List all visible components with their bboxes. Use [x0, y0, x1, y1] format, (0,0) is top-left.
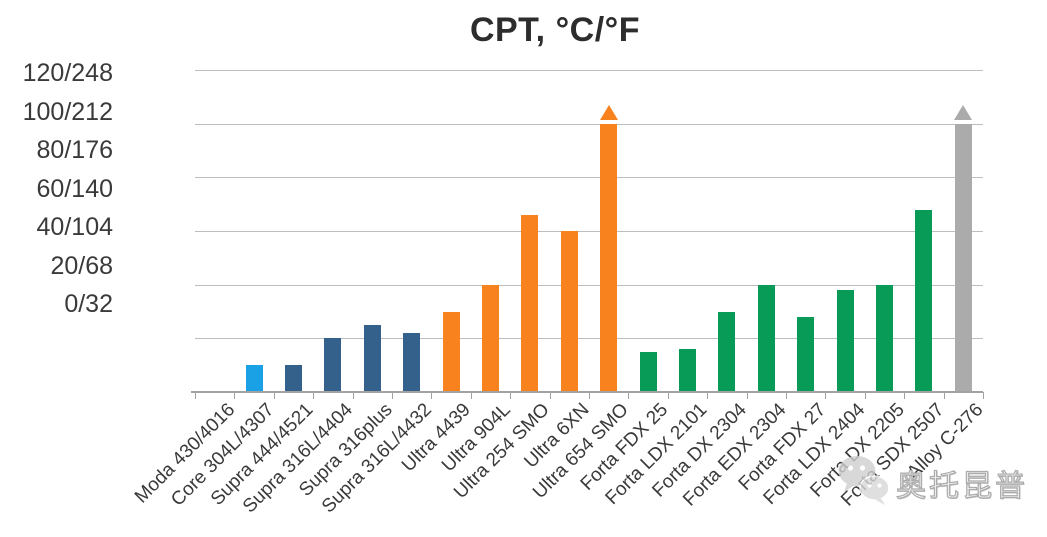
bar-forta-fdx-25 — [639, 351, 657, 392]
y-label-40: 40/104 — [36, 213, 113, 241]
gridline-80 — [195, 177, 983, 179]
overflow-arrow-icon — [599, 104, 618, 120]
bar-core-304l-4307 — [245, 365, 263, 392]
bar-supra-316plus — [363, 324, 381, 392]
bar-supra-316l-4432 — [403, 332, 421, 392]
axis-tick — [628, 392, 630, 399]
y-label-80: 80/176 — [36, 136, 113, 164]
axis-tick — [667, 392, 669, 399]
bar-forta-sdx-2507 — [915, 209, 933, 392]
bar-forta-fdx-27 — [797, 316, 815, 392]
gridline-20 — [195, 338, 983, 340]
overflow-arrow-icon — [954, 104, 973, 120]
y-label-120: 120/248 — [22, 59, 113, 87]
axis-tick — [195, 392, 196, 399]
y-label-100: 100/212 — [22, 97, 113, 126]
axis-tick — [273, 392, 275, 399]
axis-tick — [470, 392, 472, 399]
gridline-100 — [195, 123, 983, 125]
axis-tick — [707, 392, 709, 399]
axis-tick — [904, 392, 906, 399]
bar-ultra-6xn — [560, 231, 578, 392]
gridline-60 — [195, 231, 983, 232]
bar-ultra-4439 — [442, 311, 460, 392]
bar-forta-dx-2205 — [876, 284, 893, 392]
watermark-text: 奥托昆普 — [895, 468, 1028, 504]
wechat-icon — [836, 454, 892, 511]
watermark: 奥托昆普 — [836, 454, 1028, 511]
x-axis-line — [191, 391, 983, 393]
axis-tick — [589, 392, 590, 399]
gridline-120 — [195, 70, 983, 71]
bar-ultra-904l — [482, 284, 499, 392]
bar-ultra-254-smo — [521, 214, 539, 392]
axis-tick — [983, 392, 984, 399]
chart-title: CPT, °C/°F — [469, 11, 641, 49]
axis-tick — [864, 392, 866, 399]
gridline-40 — [195, 284, 983, 286]
y-label-20: 20/68 — [50, 251, 113, 280]
bar-forta-edx-2304 — [757, 284, 775, 392]
bar-supra-316l-4404 — [324, 338, 342, 392]
axis-tick — [943, 392, 945, 399]
axis-tick — [549, 392, 551, 399]
axis-tick — [392, 392, 393, 399]
plot-area — [191, 70, 984, 399]
axis-tick — [313, 392, 315, 399]
axis-tick — [431, 392, 433, 399]
y-label-0: 0/32 — [64, 290, 113, 318]
axis-tick — [352, 392, 354, 399]
bar-alloy-c-276 — [954, 123, 972, 392]
y-label-60: 60/140 — [36, 174, 113, 203]
bar-ultra-654-smo — [600, 123, 618, 392]
axis-tick — [825, 392, 827, 399]
axis-tick — [786, 392, 787, 399]
axis-tick — [746, 392, 748, 399]
bar-forta-dx-2304 — [718, 311, 736, 392]
bar-forta-ldx-2404 — [836, 290, 854, 392]
bar-forta-ldx-2101 — [679, 349, 696, 392]
axis-tick — [234, 392, 236, 399]
bar-supra-444-4521 — [285, 365, 302, 392]
axis-tick — [510, 392, 512, 399]
